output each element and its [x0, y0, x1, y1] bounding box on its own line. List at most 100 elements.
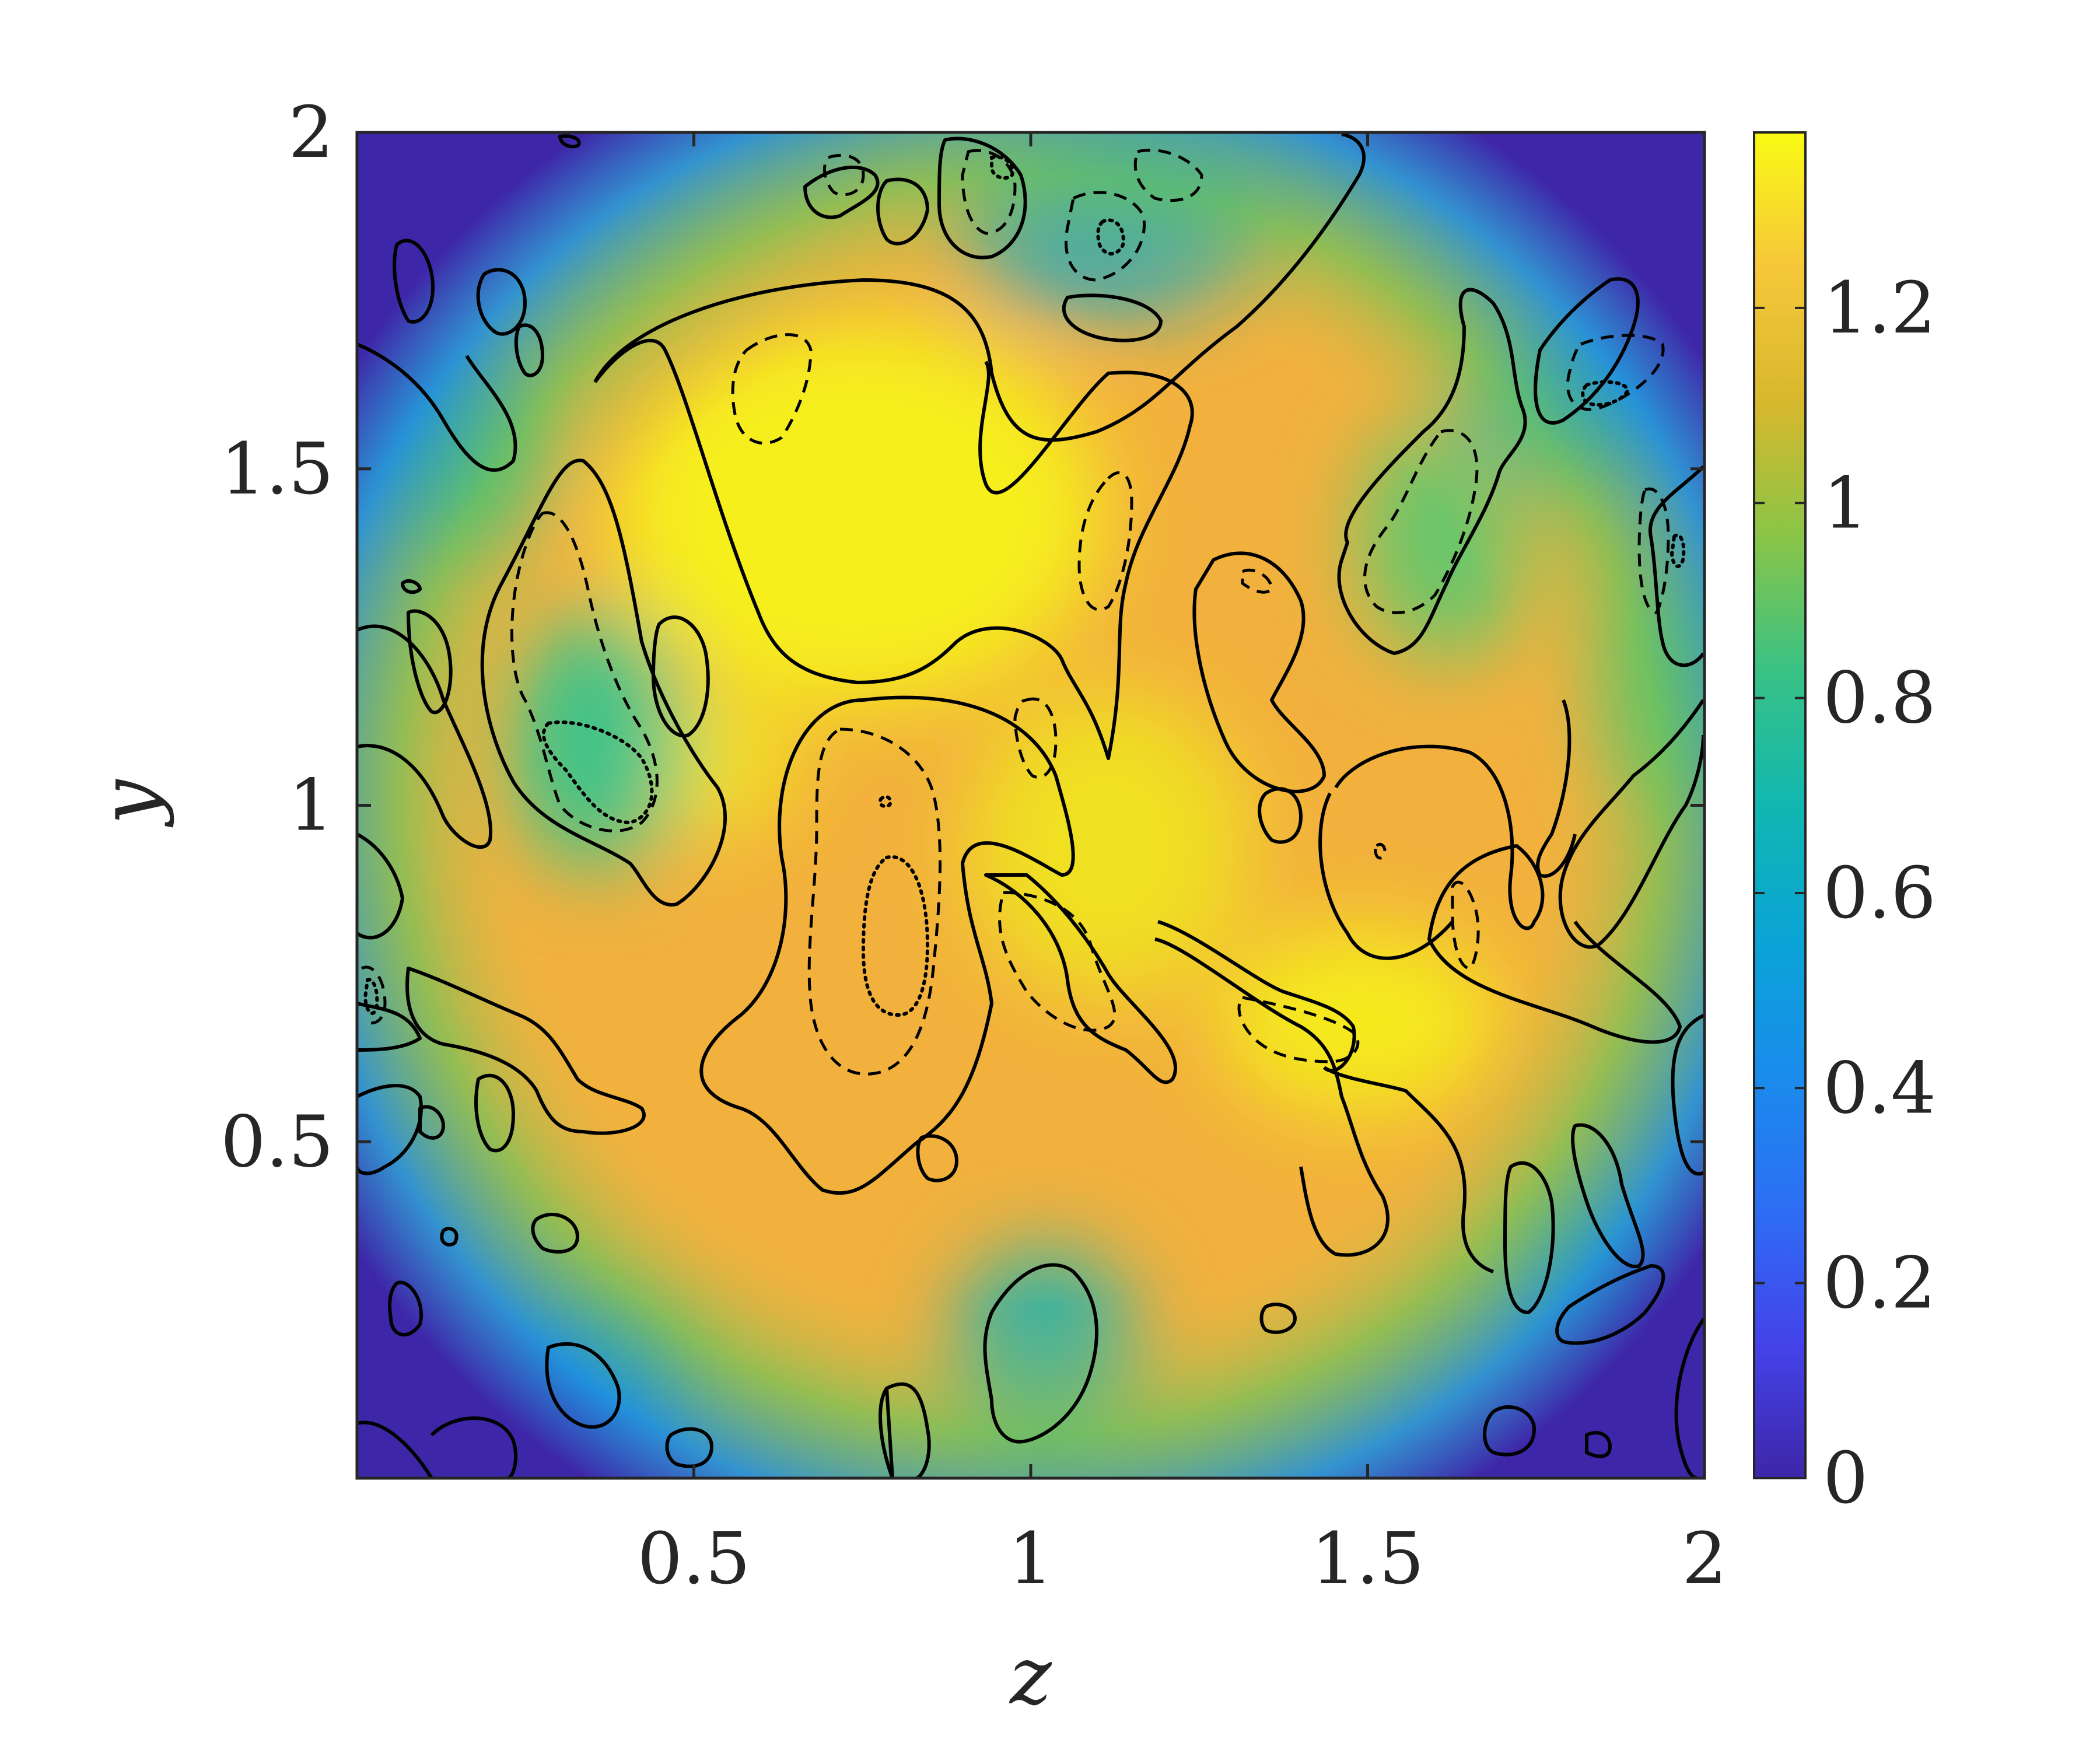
contour-dotted: [990, 155, 1014, 180]
contour-solid: [405, 967, 646, 1135]
contour-dotted: [363, 978, 379, 1015]
y-tick-label: 0.5: [220, 1100, 334, 1183]
y-tick-label: 2: [288, 91, 334, 174]
contour-solid: [1536, 699, 1577, 878]
contour-dashed: [1241, 568, 1273, 594]
x-tick-label: 2: [1682, 1517, 1727, 1600]
contour-solid: [1555, 1264, 1665, 1345]
contour-dashed: [822, 153, 865, 197]
contour-dotted: [1581, 380, 1630, 407]
x-tick-label: 1: [1008, 1517, 1054, 1600]
contour-solid: [1571, 1123, 1645, 1269]
contour-solid: [357, 832, 404, 940]
contour-solid: [1258, 787, 1303, 844]
contour-solid: [1483, 1405, 1536, 1457]
contour-solid: [1334, 744, 1682, 1044]
contour-dashed: [1363, 429, 1479, 614]
contour-solid: [916, 1134, 958, 1182]
contour-solid: [1671, 1013, 1704, 1176]
contour-solid: [407, 609, 453, 715]
contour-solid: [937, 136, 1027, 260]
colorbar-tick-label: 0.4: [1823, 1046, 1936, 1129]
contour-solid: [401, 579, 422, 594]
contour-solid: [593, 338, 1194, 760]
colorbar: 0 0.2 0.4 0.6 0.8 1 1.2: [1753, 131, 1936, 1520]
contour-solid: [803, 165, 880, 219]
contour-solid: [531, 1212, 579, 1254]
contour-solid: [1062, 293, 1163, 342]
contour-dashed-group: [360, 148, 1670, 1076]
y-axis: 0.5 1 1.5 2: [220, 91, 1704, 1183]
contour-dotted: [1670, 533, 1686, 568]
contour-solid: [1192, 551, 1326, 793]
contour-solid: [440, 1227, 459, 1247]
contour-solid: [393, 239, 435, 324]
contour-solid: [665, 1427, 713, 1468]
contour-dashed: [998, 891, 1116, 1032]
contour-dotted: [1096, 218, 1125, 256]
y-axis-label: y: [83, 778, 176, 828]
contour-dotted-group: [363, 155, 1686, 1017]
x-axis: 0.5 1 1.5 2: [637, 132, 1727, 1600]
contour-solid: [1558, 699, 1704, 949]
contour-solid: [1585, 1431, 1612, 1458]
contour-solid: [357, 1084, 423, 1175]
contour-solid: [474, 1073, 515, 1153]
contour-solid: [876, 177, 929, 246]
contour-solid: [388, 1280, 423, 1337]
y-tick-label: 1: [288, 764, 334, 847]
contour-solid: [476, 268, 527, 336]
contour-dashed: [510, 511, 659, 832]
contour-dashed: [1064, 191, 1146, 282]
contour-dotted: [878, 794, 892, 808]
contour-solid: [430, 1416, 518, 1478]
contour-solid: [1157, 920, 1356, 1073]
contour-dashed: [1637, 487, 1670, 614]
colorbar-tick-label: 0: [1823, 1437, 1868, 1520]
contour-solid: [1674, 1317, 1704, 1478]
contour-solid: [1154, 937, 1390, 1257]
contour-dashed: [807, 727, 942, 1076]
colorbar-tick-label: 0.6: [1823, 852, 1936, 935]
colorbar-tick-label: 0.2: [1823, 1242, 1936, 1325]
field-edge-falloff: [357, 132, 1704, 1478]
contour-solid: [1503, 1161, 1555, 1314]
contour-solid: [1648, 465, 1704, 667]
contour-dotted: [861, 855, 930, 1017]
contour-solid: [1323, 1066, 1494, 1273]
contour-solid: [480, 459, 727, 907]
contour-solid: [418, 1105, 445, 1140]
contour-solid: [1318, 792, 1454, 960]
contour-solid: [514, 323, 544, 377]
contour-dotted: [541, 720, 654, 825]
x-tick-label: 0.5: [637, 1517, 750, 1600]
contour-solid: [357, 1420, 433, 1478]
x-tick-label: 1.5: [1311, 1517, 1424, 1600]
colorbar-tick-label: 1: [1823, 461, 1868, 544]
contour-dashed: [1013, 697, 1058, 779]
contour-lines: [357, 132, 1704, 1478]
contour-dashed: [360, 965, 387, 1025]
contour-dashed: [1451, 880, 1480, 970]
plot-area: [357, 132, 1704, 1478]
contour-dashed: [1133, 148, 1203, 202]
colorbar-tick-label: 0.8: [1823, 657, 1936, 740]
contour-solid: [1259, 1303, 1297, 1334]
contour-dashed: [731, 333, 813, 445]
contour-solid: [1337, 288, 1527, 655]
colorbar-tick-label: 1.2: [1823, 267, 1936, 349]
contour-solid: [545, 1342, 621, 1429]
contour-solid: [558, 134, 581, 149]
contour-solid: [1534, 277, 1640, 425]
contour-solid: [652, 615, 710, 738]
contour-solid: [699, 695, 1075, 1195]
x-axis-label: z: [1009, 1630, 1052, 1723]
contour-solid: [983, 1263, 1098, 1444]
contour-solid: [357, 624, 493, 849]
colorbar-gradient: [1753, 131, 1807, 1479]
contour-dashed: [1237, 996, 1360, 1063]
contour-solid: [878, 1382, 931, 1478]
colorbar-ticks: 0 0.2 0.4 0.6 0.8 1 1.2: [1754, 267, 1936, 1520]
contour-solid: [357, 342, 517, 472]
contour-dashed: [1077, 471, 1133, 611]
